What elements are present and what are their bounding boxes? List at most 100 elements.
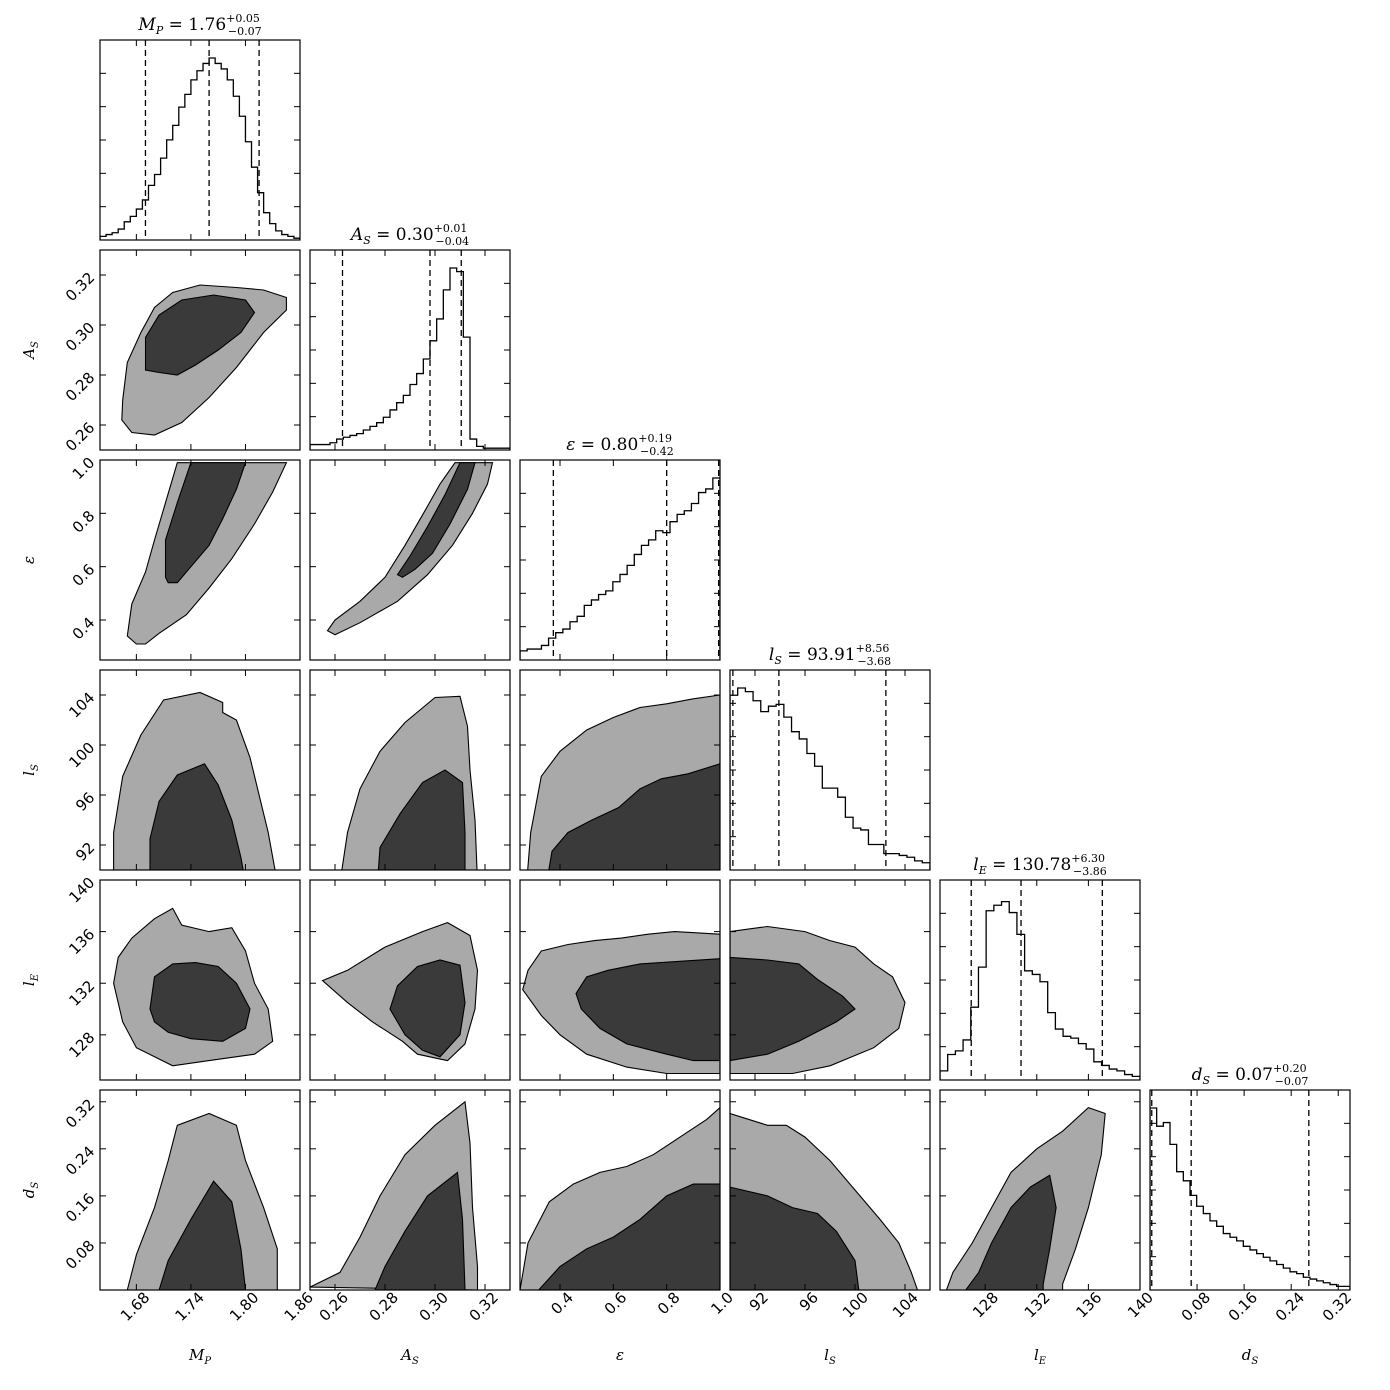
panel-frame-3-0	[99, 669, 301, 871]
y-tick-label-eps-2: 0.8	[69, 507, 99, 537]
title-MP: MP = 1.76+0.05 −0.07	[137, 12, 261, 38]
y-tick-label-lS-2: 100	[65, 739, 98, 772]
y-tick-label-eps-1: 0.6	[69, 560, 99, 590]
x-tick-label-eps-3: 1.0	[707, 1288, 737, 1318]
x-axis-label-lS: lS	[824, 1346, 836, 1367]
panel-frame-5-5	[1149, 1089, 1351, 1291]
y-tick-label-dS-0: 0.08	[62, 1237, 98, 1273]
contour-inner-eps-lE	[575, 958, 720, 1062]
contour-inner-MP-AS	[144, 294, 256, 376]
panel-frame-2-0	[99, 459, 301, 661]
panel-frame-0-0	[99, 39, 301, 241]
histogram-step-lS	[730, 687, 930, 870]
contour-inner-AS-dS	[374, 1171, 466, 1290]
histogram-step-AS	[310, 267, 510, 450]
contour-inner-lE-dS	[965, 1174, 1057, 1290]
histogram-step-lE	[940, 900, 1140, 1080]
x-tick-label-lS-3: 104	[889, 1288, 922, 1321]
contour-AS-lE	[321, 921, 479, 1062]
x-tick-label-AS-2: 0.30	[416, 1288, 452, 1324]
contour-inner-eps-lS	[548, 763, 720, 870]
y-tick-label-lE-3: 140	[65, 874, 98, 907]
y-tick-label-AS-1: 0.28	[62, 369, 98, 405]
y-tick-label-lE-1: 132	[65, 977, 98, 1010]
y-tick-label-lS-3: 104	[65, 689, 98, 722]
x-tick-label-lS-1: 96	[796, 1288, 822, 1314]
contour-AS-dS	[310, 1100, 479, 1290]
x-tick-label-MP-1: 1.74	[172, 1288, 208, 1324]
panel-frame-3-2	[519, 669, 721, 871]
y-axis-label-lE: lE	[20, 973, 41, 986]
x-tick-label-eps-1: 0.6	[601, 1288, 631, 1318]
title-lS: lS = 93.91+8.56 −3.68	[769, 642, 891, 668]
panel-frame-4-1	[309, 879, 511, 1081]
panel-frame-5-3	[729, 1089, 931, 1291]
contour-MP-dS	[126, 1112, 278, 1290]
title-AS: AS = 0.30+0.01 −0.04	[349, 222, 469, 248]
y-tick-label-lE-0: 128	[65, 1028, 98, 1061]
x-tick-label-lS-2: 100	[839, 1288, 872, 1321]
x-tick-label-dS-0: 0.08	[1178, 1288, 1214, 1324]
contour-AS-lS	[341, 695, 478, 870]
panel-frame-1-1	[309, 249, 511, 451]
x-tick-label-AS-0: 0.26	[316, 1288, 352, 1324]
x-tick-label-lE-0: 128	[969, 1288, 1002, 1321]
contour-lS-lE	[730, 925, 906, 1075]
x-tick-label-dS-1: 0.16	[1225, 1288, 1261, 1324]
histogram-dS	[1150, 1090, 1350, 1290]
y-tick-label-eps-0: 0.4	[69, 614, 99, 644]
contour-eps-lE	[522, 931, 720, 1075]
y-tick-label-AS-0: 0.26	[62, 419, 98, 455]
contour-MP-AS	[121, 284, 287, 436]
histogram-step-eps	[520, 477, 720, 660]
panel-frame-2-2	[519, 459, 721, 661]
panel-frame-4-0	[99, 879, 301, 1081]
histogram-lS	[730, 670, 930, 870]
y-axis-label-lS: lS	[20, 764, 41, 776]
contour-MP-lE	[113, 907, 274, 1067]
y-tick-label-dS-1: 0.16	[62, 1190, 98, 1226]
x-axis-label-MP: MP	[188, 1346, 211, 1367]
contour-inner-MP-lE	[149, 962, 251, 1042]
panel-frame-4-3	[729, 879, 931, 1081]
y-tick-label-AS-3: 0.32	[62, 269, 98, 305]
panel-frame-5-1	[309, 1089, 511, 1291]
contour-eps-dS	[520, 1106, 720, 1290]
histogram-eps	[520, 460, 720, 660]
panel-frame-2-1	[309, 459, 511, 661]
y-tick-label-eps-3: 1.0	[69, 454, 99, 484]
contour-lS-dS	[730, 1112, 919, 1290]
contour-inner-MP-eps	[164, 462, 247, 584]
contour-MP-lS	[113, 691, 276, 870]
contour-inner-AS-lS	[377, 769, 466, 870]
title-dS: dS = 0.07+0.20 −0.07	[1192, 1062, 1309, 1088]
x-axis-label-lE: lE	[1034, 1346, 1047, 1367]
contour-inner-eps-dS	[537, 1183, 720, 1290]
y-tick-label-lS-1: 96	[72, 789, 98, 815]
x-tick-label-AS-3: 0.32	[466, 1288, 502, 1324]
contour-inner-AS-eps	[396, 462, 476, 578]
contour-inner-lS-dS	[730, 1186, 860, 1290]
histogram-lE	[940, 880, 1140, 1080]
x-tick-label-dS-3: 0.32	[1319, 1288, 1355, 1324]
x-tick-label-AS-1: 0.28	[366, 1288, 402, 1324]
x-tick-label-lE-3: 140	[1124, 1288, 1157, 1321]
x-tick-label-lE-2: 136	[1072, 1288, 1105, 1321]
x-tick-label-MP-2: 1.80	[226, 1288, 262, 1324]
x-tick-label-lE-1: 132	[1021, 1288, 1054, 1321]
x-axis-label-AS: AS	[399, 1346, 419, 1367]
title-lE: lE = 130.78+6.30 −3.86	[973, 852, 1106, 878]
histogram-step-dS	[1150, 1107, 1350, 1290]
histogram-step-MP	[100, 57, 300, 240]
y-tick-label-lE-2: 136	[65, 925, 98, 958]
x-tick-label-MP-3: 1.86	[281, 1288, 317, 1324]
x-tick-label-MP-0: 1.68	[117, 1288, 153, 1324]
panel-frame-3-1	[309, 669, 511, 871]
contour-AS-eps	[326, 462, 494, 636]
contour-inner-AS-lE	[389, 959, 466, 1058]
contour-outer-MP-eps	[126, 462, 288, 645]
panel-frame-5-0	[99, 1089, 301, 1291]
contour-lE-dS	[945, 1106, 1106, 1290]
y-axis-label-dS: dS	[20, 1182, 41, 1199]
title-eps: ε = 0.80+0.19 −0.42	[566, 432, 673, 458]
